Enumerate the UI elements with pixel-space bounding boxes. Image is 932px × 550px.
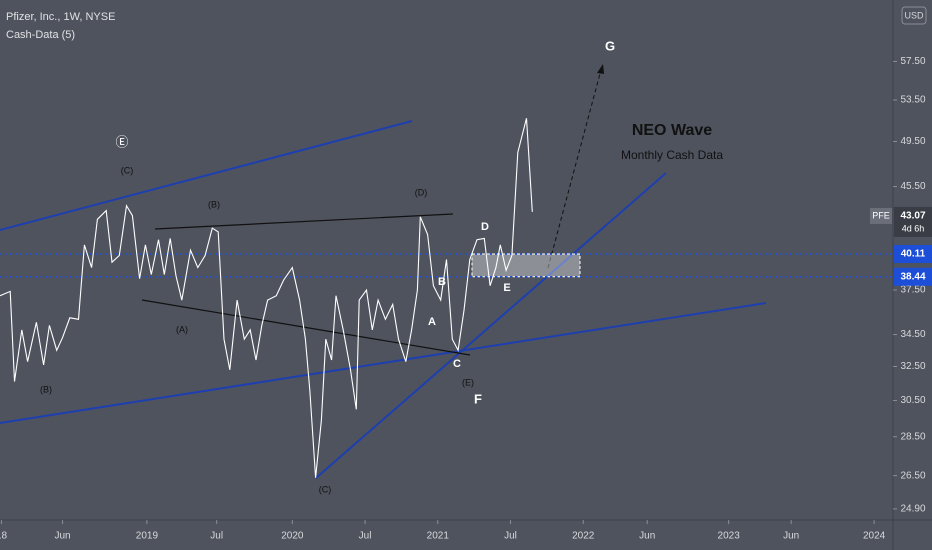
x-tick-label: Jul — [210, 531, 223, 542]
x-tick-label: 2022 — [572, 531, 595, 542]
level-label: 38.44 — [900, 271, 925, 282]
x-tick-label: 2019 — [136, 531, 159, 542]
symbol-title: Pfizer, Inc., 1W, NYSE — [6, 11, 115, 23]
y-tick-label: 30.50 — [900, 395, 925, 406]
wave-label: G — [605, 38, 615, 53]
currency-box[interactable] — [901, 6, 927, 25]
wave-label: (C) — [121, 165, 134, 175]
x-tick-label: 18 — [0, 531, 7, 542]
projection-arrow — [547, 69, 602, 269]
trend-line — [0, 120, 413, 231]
wave-label: B — [438, 276, 446, 288]
y-tick-label: 53.50 — [900, 95, 925, 106]
x-tick-label: 2020 — [281, 531, 304, 542]
x-tick-label: 2021 — [427, 531, 450, 542]
x-tick-label: Jun — [54, 531, 70, 542]
countdown: 4d 6h — [902, 223, 925, 233]
wave-label: (D) — [415, 187, 428, 197]
series-name: PFE — [872, 210, 890, 220]
chart-subtitle: Monthly Cash Data — [621, 148, 723, 162]
y-tick-label: 49.50 — [900, 136, 925, 147]
y-tick-label: 26.50 — [900, 470, 925, 481]
trend-line — [154, 213, 454, 230]
y-tick-label: 45.50 — [900, 181, 925, 192]
level-tag — [894, 245, 932, 264]
trend-line — [0, 302, 767, 424]
wave-label: C — [453, 358, 461, 370]
chart-title: NEO Wave — [632, 122, 712, 139]
wave-label: (C) — [319, 484, 332, 494]
level-tag — [894, 267, 932, 286]
y-tick-label: 57.50 — [900, 56, 925, 67]
wave-label: (A) — [176, 324, 188, 334]
y-tick-label: 28.50 — [900, 431, 925, 442]
currency[interactable]: USD — [904, 10, 924, 20]
trend-line — [315, 172, 667, 479]
y-tick-label: 32.50 — [900, 361, 925, 372]
x-tick-label: Jul — [359, 531, 372, 542]
wave-label: (B) — [208, 199, 220, 209]
price-line — [0, 118, 533, 478]
trend-line — [141, 299, 471, 356]
x-tick-label: Jun — [639, 531, 655, 542]
wave-label: Ⓔ — [115, 134, 128, 149]
arrow-head — [597, 64, 604, 74]
y-tick-label: 34.50 — [900, 329, 925, 340]
indicator-name: Cash-Data (5) — [6, 29, 75, 41]
wave-label: E — [503, 282, 510, 294]
wave-label: F — [474, 391, 482, 406]
zone-box — [471, 253, 581, 278]
last-value-tag — [894, 206, 932, 237]
last-value-label: 43.07 — [900, 211, 925, 222]
series-tag — [870, 207, 892, 224]
wave-label: A — [428, 316, 436, 328]
x-tick-label: Jun — [783, 531, 799, 542]
plot — [0, 118, 893, 478]
wave-label: (B) — [40, 384, 52, 394]
level-label: 40.11 — [901, 249, 926, 260]
x-tick-label: Jul — [504, 531, 517, 542]
y-tick-label: 37.50 — [900, 285, 925, 296]
wave-label: D — [481, 221, 489, 233]
x-tick-label: 2024 — [863, 531, 886, 542]
wave-label: (E) — [462, 377, 474, 387]
y-tick-label: 24.90 — [900, 504, 925, 515]
x-tick-label: 2023 — [718, 531, 741, 542]
